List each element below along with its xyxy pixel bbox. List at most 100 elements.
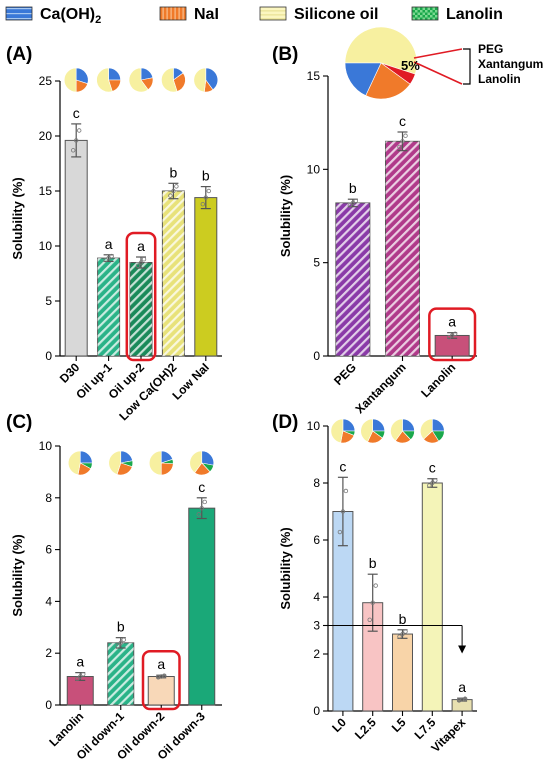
data-point-l0-0: [337, 529, 343, 535]
sig-letter-lanolin: a: [76, 654, 84, 670]
data-point-oil-up-1-2: [109, 253, 114, 259]
data-point-lanolin-1: [78, 674, 83, 679]
mini-pie-l5-slice-0: [402, 418, 415, 432]
y-tick-label-15: 15: [39, 184, 53, 198]
data-point-oil-up-1-1: [106, 255, 111, 261]
panel-label: (A): [6, 44, 32, 65]
legend-item-silicone-oil: Silicone oil: [259, 6, 378, 23]
bar-xantangum-hatch: [385, 141, 420, 356]
x-tick-label-d30: D30: [57, 360, 83, 386]
y-tick-label-4: 4: [313, 590, 320, 604]
sig-letter-l2-5: b: [369, 555, 377, 571]
highlight-box-lanolin: [428, 307, 477, 362]
mini-pie-l5-slice-3: [390, 418, 403, 442]
y-tick-label-6: 6: [45, 543, 52, 557]
data-point-xantangum-1: [400, 139, 405, 144]
pie-inset-label-xantangum: Xantangum: [478, 57, 543, 71]
data-point-lanolin-2: [452, 331, 458, 336]
data-point-oil-up-2-2: [141, 257, 147, 262]
y-tick-label-10: 10: [39, 439, 53, 453]
y-tick-label-5: 5: [45, 294, 52, 308]
y-tick-label-4: 4: [45, 594, 52, 608]
panel-b: (B) 0 5 10 15 Solubility (%) b PEG c Xantangum a La…: [272, 44, 477, 416]
data-point-low-ca-oh-2-2: [174, 184, 179, 189]
y-tick-label-10: 10: [307, 162, 321, 176]
data-point-d30-1: [73, 138, 79, 143]
legend-label-caoh: Ca(OH)2: [40, 6, 101, 26]
data-point-oil-down-3-2: [202, 499, 207, 505]
data-point-oil-down-2-2: [162, 673, 167, 678]
data-point-peg-0: [347, 202, 353, 208]
y-tick-label-8: 8: [45, 491, 52, 505]
composition-pie-inset: [344, 26, 471, 100]
inset-bracket: [463, 48, 471, 85]
data-point-l0-2: [343, 488, 349, 494]
data-point-vitapex-1: [459, 697, 465, 702]
bar-oil-up-2-hatch: [130, 262, 152, 356]
data-point-l7-5-0: [427, 483, 432, 488]
data-point-xantangum-2: [403, 133, 408, 138]
legend-label-silicone-oil: Silicone oil: [294, 6, 378, 23]
mini-pie-d30-slice-2: [63, 67, 77, 93]
bar-l5: [392, 633, 413, 712]
data-point-lanolin-0: [75, 676, 80, 682]
data-point-oil-down-1-0: [115, 643, 120, 649]
mini-pie-oil-up-1-slice-0: [108, 67, 121, 81]
sig-letter-oil-down-3: c: [198, 479, 205, 495]
y-tick-label-10: 10: [39, 239, 53, 253]
inset-pie-slice-0: [344, 26, 418, 75]
bar-peg-hatch: [335, 202, 370, 356]
data-point-l2-5-1: [370, 600, 375, 605]
sig-letter-d30: c: [73, 105, 80, 121]
data-point-l5-2: [403, 629, 408, 634]
y-tick-label-0: 0: [45, 698, 52, 712]
mini-pie-l0-slice-0: [342, 418, 356, 432]
sig-letter-low-nai: b: [202, 168, 210, 184]
panel-label: (D): [272, 412, 298, 433]
inset-pointer-lower: [413, 61, 463, 85]
y-tick-label-5: 5: [313, 256, 320, 270]
legend: Ca(OH)2 NaI Silicone oil Lanolin: [5, 6, 503, 26]
data-point-vitapex-0: [456, 698, 462, 703]
y-tick-label-8: 8: [313, 476, 320, 490]
x-tick-label-peg: PEG: [331, 360, 359, 388]
threshold-arrow-head: [458, 645, 467, 654]
mini-pie-l7-5-slice-0: [432, 418, 445, 432]
data-point-oil-down-2-0: [156, 675, 161, 680]
bar-lanolin: [66, 676, 94, 706]
sig-letter-l5: b: [399, 611, 407, 627]
sig-letter-peg: b: [349, 180, 357, 196]
x-tick-label-l2-5: L2.5: [352, 715, 379, 742]
y-axis-label: Solubility (%): [10, 177, 25, 259]
mini-pie-oil-up-1-slice-2: [96, 67, 113, 93]
mini-pie-l7-5-slice-3: [420, 418, 433, 440]
bar-low-nai: [194, 197, 218, 357]
y-tick-label-2: 2: [45, 646, 52, 660]
inset-pie-slice-3: [344, 62, 382, 96]
bar-oil-down-2: [147, 676, 175, 706]
data-point-oil-up-1-0: [103, 257, 108, 263]
sig-letter-oil-down-2: a: [157, 656, 165, 672]
x-tick-label-xantangum: Xantangum: [353, 360, 409, 416]
data-point-peg-2: [353, 198, 359, 203]
sig-letter-lanolin: a: [448, 314, 456, 330]
bar-d30: [64, 139, 88, 357]
x-tick-label-l5: L5: [389, 715, 409, 735]
mini-pie-low-nai-slice-2: [193, 67, 207, 93]
sig-letter-oil-up-2: a: [137, 238, 145, 254]
mini-pie-low-nai-slice-0: [205, 67, 219, 91]
mini-pie-l2-5-slice-3: [360, 418, 373, 443]
mini-pie-oil-down-1-slice-3: [108, 450, 122, 475]
data-point-l2-5-2: [373, 583, 378, 588]
y-tick-label-20: 20: [39, 129, 53, 143]
mini-pie-l2-5-slice-0: [372, 418, 386, 432]
x-tick-label-l0: L0: [329, 715, 349, 735]
data-point-oil-down-3-1: [199, 505, 204, 511]
data-point-oil-down-3-0: [196, 512, 201, 517]
bar-low-ca-oh-2-hatch: [162, 191, 185, 356]
bar-l7-5: [421, 482, 443, 712]
y-axis-label: Solubility (%): [10, 534, 25, 616]
data-point-d30-2: [76, 128, 82, 133]
mini-pie-oil-down-3-slice-3: [189, 450, 203, 474]
